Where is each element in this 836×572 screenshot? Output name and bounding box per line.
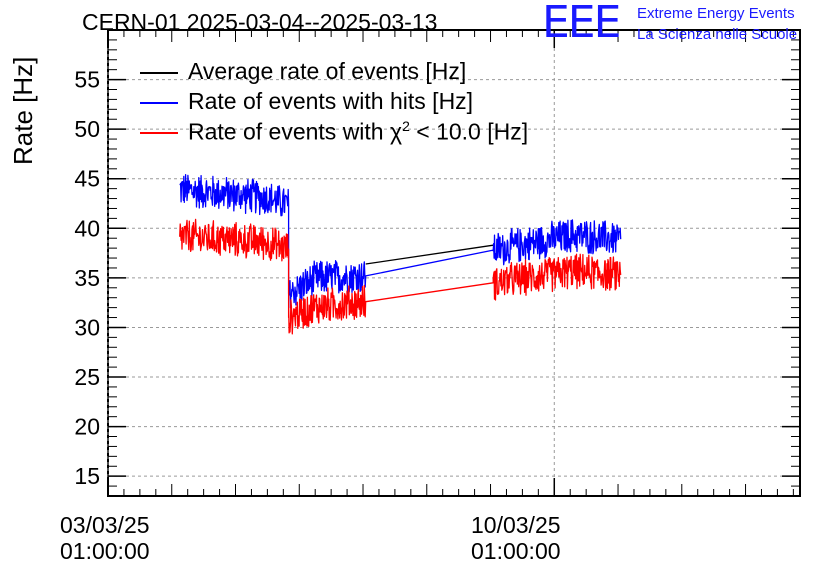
legend-chi2-superscript: 2 <box>402 118 410 134</box>
x-tick-label-1: 03/03/25 01:00:00 <box>60 512 150 564</box>
series-average-line <box>365 244 494 265</box>
y-tick-label: 20 <box>74 414 100 440</box>
x-tick-1-time: 01:00:00 <box>60 538 150 564</box>
y-tick-label: 15 <box>74 463 100 489</box>
legend-label-average: Average rate of events [Hz] <box>188 58 467 84</box>
y-tick-label: 55 <box>74 67 100 93</box>
plot-frame <box>107 29 801 497</box>
y-tick-label: 50 <box>74 116 100 142</box>
y-axis-label-text: Rate [Hz] <box>8 56 38 165</box>
legend-chi2-symbol: χ <box>390 118 403 145</box>
x-tick-1-date: 03/03/25 <box>60 512 150 538</box>
legend-label-hits: Rate of events with hits [Hz] <box>188 88 474 114</box>
legend-swatch-average <box>140 72 178 74</box>
y-tick-label: 35 <box>74 265 100 291</box>
y-tick-label: 30 <box>74 314 100 340</box>
axis-ticks <box>107 30 800 497</box>
legend-chi2-suffix: < 10.0 [Hz] <box>409 118 529 145</box>
legend-chi2-prefix: Rate of events with <box>188 118 390 145</box>
logo-line-2: La Scienza nelle Scuole <box>637 26 798 43</box>
y-tick-label: 25 <box>74 364 100 390</box>
y-tick-labels: 15 20 25 30 35 40 45 50 55 <box>74 67 100 490</box>
x-tick-label-2: 10/03/25 01:00:00 <box>471 512 561 564</box>
series-layer <box>179 174 622 335</box>
logo-line-1: Extreme Energy Events <box>637 5 795 22</box>
logo-mark: EEE <box>542 0 621 48</box>
series-chi2-line <box>179 218 622 335</box>
legend-swatch-chi2 <box>140 132 178 134</box>
legend-label-chi2: Rate of events with χ2 < 10.0 [Hz] <box>188 118 528 146</box>
y-tick-label: 45 <box>74 166 100 192</box>
grid-lines <box>107 30 800 496</box>
legend-swatch-hits <box>140 102 178 104</box>
y-tick-label: 40 <box>74 215 100 241</box>
x-tick-2-date: 10/03/25 <box>471 512 561 538</box>
chart-title: CERN-01 2025-03-04--2025-03-13 <box>82 9 438 35</box>
x-tick-2-time: 01:00:00 <box>471 538 561 564</box>
series-hits-line <box>179 174 622 309</box>
